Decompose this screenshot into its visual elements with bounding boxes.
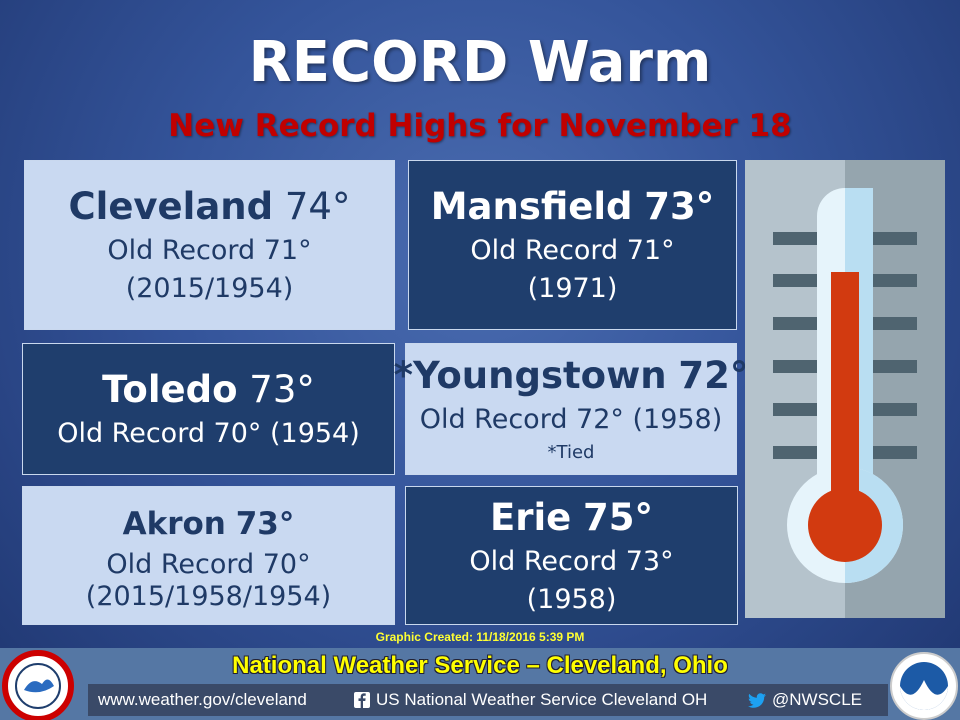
organization: National Weather Service – Cleveland, Oh…: [232, 652, 728, 679]
record-box: Mansfield 73° Old Record 71° (1971): [408, 160, 737, 330]
record-detail: (2015/1958/1954): [85, 580, 332, 612]
twitter: @NWSCLE: [772, 690, 862, 709]
twitter-icon: [748, 693, 766, 708]
subtitle: New Record Highs for November 18: [168, 108, 792, 144]
new-high: 73°: [249, 368, 315, 411]
record-detail: (2015/1954): [125, 273, 294, 304]
new-high: 74°: [284, 185, 351, 228]
city: *Youngstown: [393, 354, 667, 397]
record-detail: Old Record 72° (1958): [419, 404, 723, 435]
city: Erie: [489, 495, 572, 539]
record-detail: Old Record 71°: [107, 235, 312, 266]
new-high: 72°: [678, 354, 749, 397]
record-heading: *Youngstown 72°: [394, 351, 749, 401]
record-box: *Youngstown 72° Old Record 72° (1958) *Tie…: [394, 343, 748, 475]
city: Mansfield: [430, 185, 633, 228]
links-bar: www.weather.gov/cleveland US National We…: [88, 684, 888, 716]
record-heading: Mansfield 73°: [431, 182, 715, 232]
facebook: US National Weather Service Cleveland OH: [376, 690, 708, 709]
record-heading: Erie 75°: [490, 493, 653, 543]
record-detail: Old Record 70° (1954): [57, 418, 360, 449]
city: Akron: [122, 505, 226, 542]
created-note: Graphic Created: 11/18/2016 5:39 PM: [375, 630, 585, 644]
record-heading: Cleveland 74°: [69, 182, 351, 232]
record-detail: (1971): [527, 273, 618, 304]
city: Cleveland: [68, 185, 274, 228]
record-detail: Old Record 73°: [469, 545, 674, 577]
website: www.weather.gov/cleveland: [98, 690, 307, 709]
facebook-icon: [354, 692, 370, 708]
title: RECORD Warm: [248, 30, 712, 95]
record-detail: Old Record 70°: [106, 548, 311, 580]
record-box: Akron 73° Old Record 70° (2015/1958/1954): [22, 486, 395, 625]
new-high: 75°: [583, 495, 654, 539]
record-box: Cleveland 74° Old Record 71° (2015/1954): [24, 160, 395, 330]
city: Toledo: [102, 368, 238, 411]
thermometer: [745, 160, 945, 618]
record-detail: *Tied: [547, 442, 595, 463]
record-detail: (1958): [526, 583, 617, 615]
new-high: 73°: [644, 185, 715, 228]
nws-logo: [2, 650, 74, 720]
noaa-logo: [890, 652, 958, 720]
record-heading: Toledo 73°: [102, 365, 315, 415]
record-heading: Akron 73°: [123, 499, 295, 549]
record-detail: Old Record 71°: [470, 235, 675, 266]
record-box: Erie 75° Old Record 73° (1958): [405, 486, 738, 625]
record-box: Toledo 73° Old Record 70° (1954): [22, 343, 395, 475]
new-high: 73°: [235, 505, 295, 542]
